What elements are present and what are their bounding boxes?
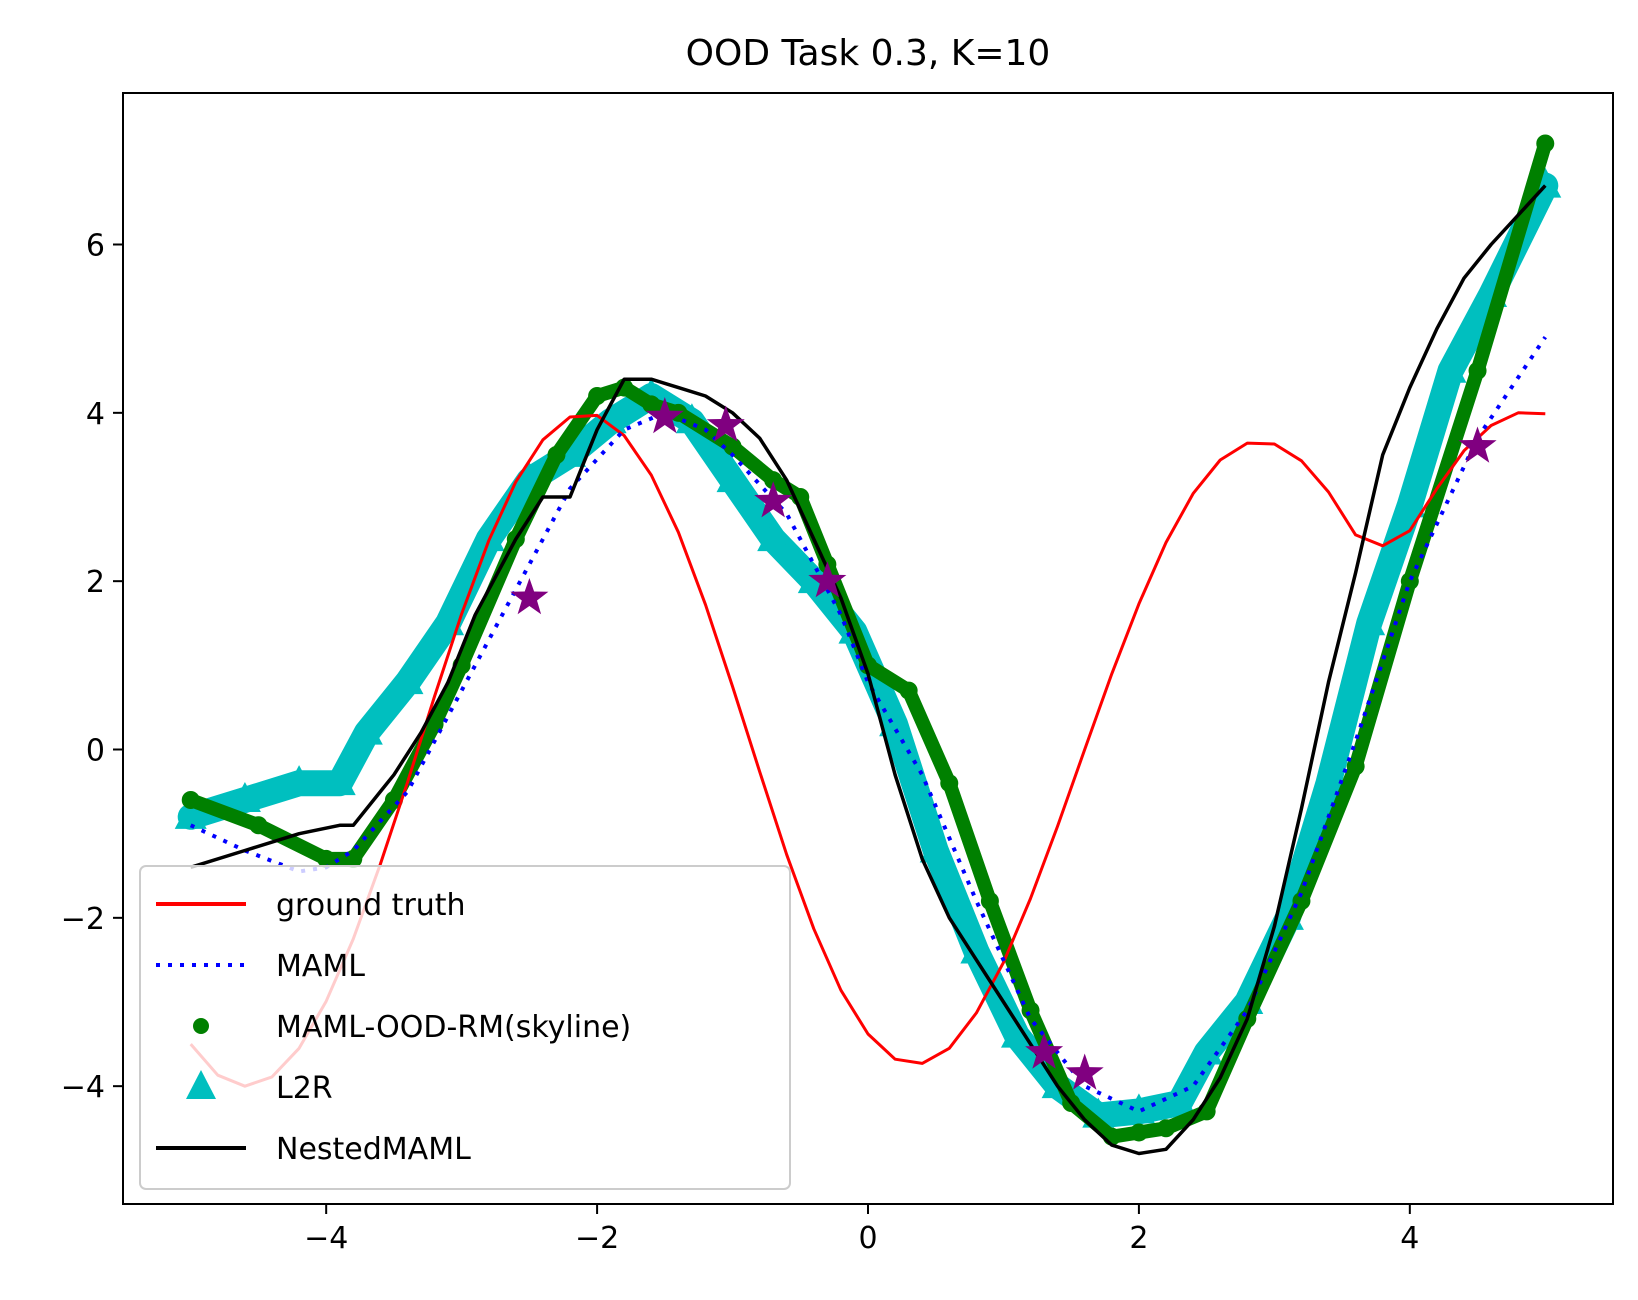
legend-label: L2R <box>276 1071 333 1106</box>
x-tick-label: −4 <box>304 1221 348 1256</box>
series-point <box>1190 1034 1223 1065</box>
y-tick-label: 0 <box>86 734 105 769</box>
series-line <box>189 335 1547 1114</box>
series-point <box>1163 1085 1196 1115</box>
y-axis: −4 −2 0 2 4 6 <box>61 229 123 1105</box>
series-point <box>588 387 607 405</box>
legend-item: MAML-OOD-RM(skyline) <box>193 1010 631 1045</box>
series-point <box>1021 1001 1040 1020</box>
support-point-star <box>754 481 793 518</box>
legend: ground truth MAML MAML-OOD-RM(skyline) L2R N… <box>139 865 791 1190</box>
series-line <box>177 172 1559 1129</box>
series-point <box>716 462 749 493</box>
x-tick-label: −2 <box>575 1221 619 1256</box>
series-point <box>228 782 261 812</box>
series-point <box>723 437 742 456</box>
series-point <box>594 403 627 434</box>
legend-label: NestedMAML <box>276 1132 471 1167</box>
series-point <box>174 798 207 829</box>
legend-item: NestedMAML <box>156 1132 471 1167</box>
legend-box <box>139 865 791 1190</box>
legend-label: MAML <box>276 949 365 984</box>
series-point <box>1129 1123 1148 1142</box>
series-nestedmaml <box>190 184 1547 1156</box>
series-point <box>249 816 268 835</box>
series-point <box>1468 361 1487 380</box>
legend-label: ground truth <box>276 888 466 923</box>
series-point <box>317 849 336 868</box>
series-point <box>1312 765 1345 796</box>
support-point-star <box>1458 426 1497 463</box>
y-tick-label: 4 <box>86 397 105 432</box>
series-point <box>323 765 356 796</box>
series-point <box>1434 352 1467 383</box>
series-point <box>350 714 383 745</box>
series-point <box>1001 1017 1033 1048</box>
series-point <box>764 471 783 490</box>
series-point <box>980 892 999 910</box>
series-point <box>960 933 993 964</box>
series-point <box>642 395 661 414</box>
legend-swatch <box>186 1070 216 1099</box>
series-point <box>879 706 912 737</box>
x-tick-label: 0 <box>858 1221 877 1256</box>
series-maml <box>189 335 1547 1114</box>
y-tick-label: 2 <box>86 565 105 600</box>
series-point <box>940 774 959 793</box>
x-tick-label: 4 <box>1400 1221 1419 1256</box>
series-point <box>919 832 952 863</box>
series-point <box>283 765 316 796</box>
series-ground-truth <box>189 411 1546 1088</box>
series-point <box>547 445 566 464</box>
legend-item: L2R <box>186 1070 333 1106</box>
y-tick-label: −2 <box>61 902 105 937</box>
y-tick-label: −4 <box>61 1070 105 1105</box>
series-point <box>384 791 403 809</box>
support-point-star <box>808 561 847 598</box>
chart-title: OOD Task 0.3, K=10 <box>686 33 1051 74</box>
legend-item: ground truth <box>156 888 466 923</box>
series-point <box>181 791 200 809</box>
support-point-star <box>510 578 549 615</box>
series-point <box>615 378 634 397</box>
support-point-star <box>645 397 684 434</box>
series-point <box>1157 1119 1175 1138</box>
series-line <box>189 411 1546 1088</box>
series-point <box>1346 757 1365 776</box>
support-point-star <box>706 405 745 442</box>
x-tick-label: 2 <box>1129 1221 1148 1256</box>
support-point-star <box>1065 1053 1104 1090</box>
legend-swatch <box>193 1018 209 1034</box>
series-point <box>1400 572 1419 591</box>
series-point <box>1536 134 1555 153</box>
support-points-layer <box>510 397 1497 1090</box>
series-line <box>190 184 1547 1156</box>
series-point <box>391 664 424 695</box>
support-point-star <box>1025 1032 1064 1069</box>
series-point <box>1353 605 1386 636</box>
series-layer <box>174 134 1562 1156</box>
series-point <box>1393 487 1426 518</box>
x-axis: −4 −2 0 2 4 <box>304 1204 1419 1256</box>
y-tick-label: 6 <box>86 229 105 264</box>
series-point <box>899 681 918 700</box>
legend-item: MAML <box>156 949 365 984</box>
series-point <box>1122 1093 1155 1124</box>
legend-label: MAML-OOD-RM(skyline) <box>276 1010 631 1045</box>
series-point <box>757 521 790 552</box>
series-point <box>472 521 505 552</box>
